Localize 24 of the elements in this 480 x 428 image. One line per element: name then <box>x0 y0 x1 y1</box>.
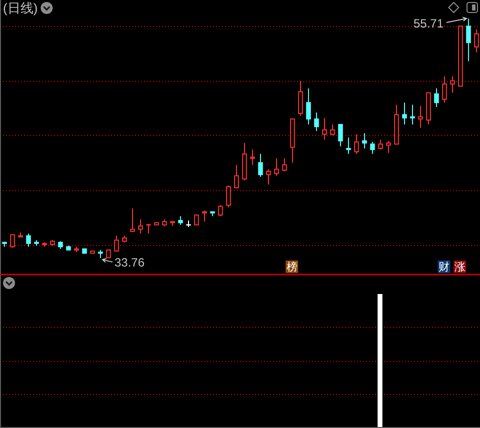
candlestick <box>402 102 407 125</box>
candlestick <box>26 233 31 248</box>
candlestick <box>202 210 207 222</box>
candlestick <box>434 88 439 108</box>
candlestick <box>418 105 423 128</box>
annotation: 涨 <box>454 262 466 274</box>
candlestick <box>474 28 479 53</box>
candlestick <box>450 76 455 94</box>
candlestick <box>362 132 367 149</box>
candlestick <box>314 112 319 132</box>
candlestick <box>466 18 471 62</box>
annotation: 33.76 <box>114 255 145 270</box>
candlestick <box>410 104 415 125</box>
candlestick <box>338 124 343 147</box>
annotation: 榜 <box>286 260 298 274</box>
candlestick <box>370 141 375 154</box>
annotation: 财 <box>438 260 450 274</box>
chart-title: (日线) <box>3 0 38 16</box>
candlestick <box>306 88 311 125</box>
candlestick <box>258 153 263 178</box>
candlestick <box>346 137 351 154</box>
annotation: 55.71 <box>413 16 444 31</box>
candlestick <box>138 218 143 234</box>
candlestick <box>250 149 255 166</box>
